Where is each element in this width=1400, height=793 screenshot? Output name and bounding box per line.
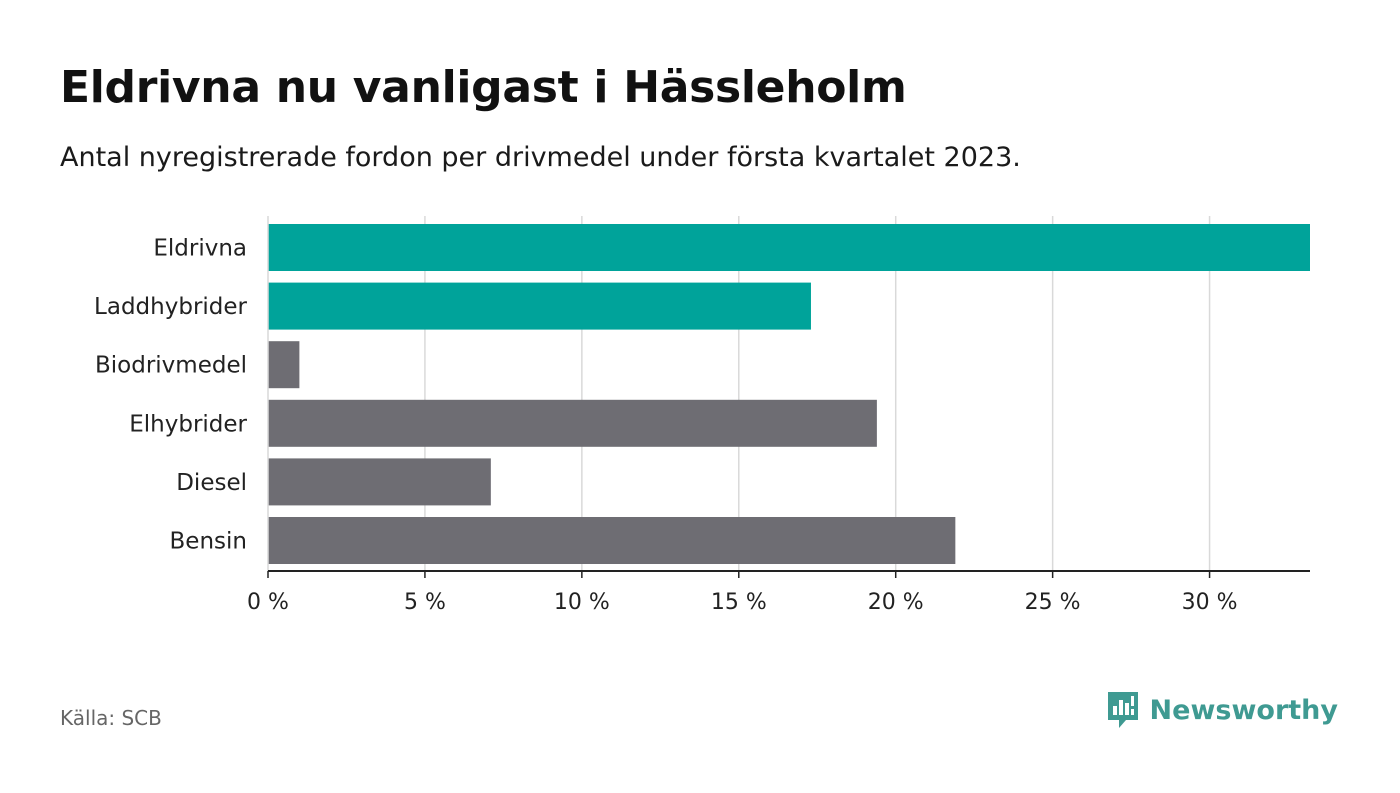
page-subtitle: Antal nyregistrerade fordon per drivmede…: [60, 142, 1021, 173]
bars: [268, 224, 1310, 564]
source-note: Källa: SCB: [60, 706, 162, 730]
brand-name: Newsworthy: [1149, 694, 1338, 726]
bar-eldrivna: [268, 224, 1310, 271]
x-tick-label: 5 %: [404, 590, 446, 615]
bar-diesel: [268, 458, 491, 506]
x-tick-label: 25 %: [1025, 590, 1081, 615]
category-label: Elhybrider: [129, 411, 247, 437]
category-label: Bensin: [170, 529, 247, 555]
category-label: Eldrivna: [153, 236, 247, 262]
x-tick-label: 10 %: [554, 590, 610, 615]
page-title: Eldrivna nu vanligast i Hässleholm: [60, 62, 907, 113]
x-tick-label: 0 %: [247, 590, 289, 615]
bar-chart: Eldrivna Laddhybrider Biodrivmedel Elhybrid…: [94, 216, 1310, 615]
x-tick-label: 15 %: [711, 590, 767, 615]
x-tick-label: 20 %: [868, 590, 924, 615]
grid-lines: [424, 216, 1211, 571]
bar-elhybrider: [268, 399, 877, 447]
category-label: Biodrivmedel: [95, 353, 247, 379]
bar-biodrivmedel: [268, 341, 300, 389]
newsworthy-logo-icon: [1107, 692, 1138, 728]
category-label: Laddhybrider: [94, 294, 247, 320]
brand-logo[interactable]: Newsworthy: [1106, 690, 1338, 730]
bar-bensin: [268, 517, 956, 564]
x-tick-label: 30 %: [1182, 590, 1238, 615]
category-labels: Eldrivna Laddhybrider Biodrivmedel Elhybrid…: [94, 236, 247, 555]
category-label: Diesel: [176, 470, 247, 496]
x-axis: 0 % 5 % 10 % 15 % 20 % 25 % 30 %: [247, 216, 1310, 615]
bar-laddhybrider: [268, 282, 811, 330]
